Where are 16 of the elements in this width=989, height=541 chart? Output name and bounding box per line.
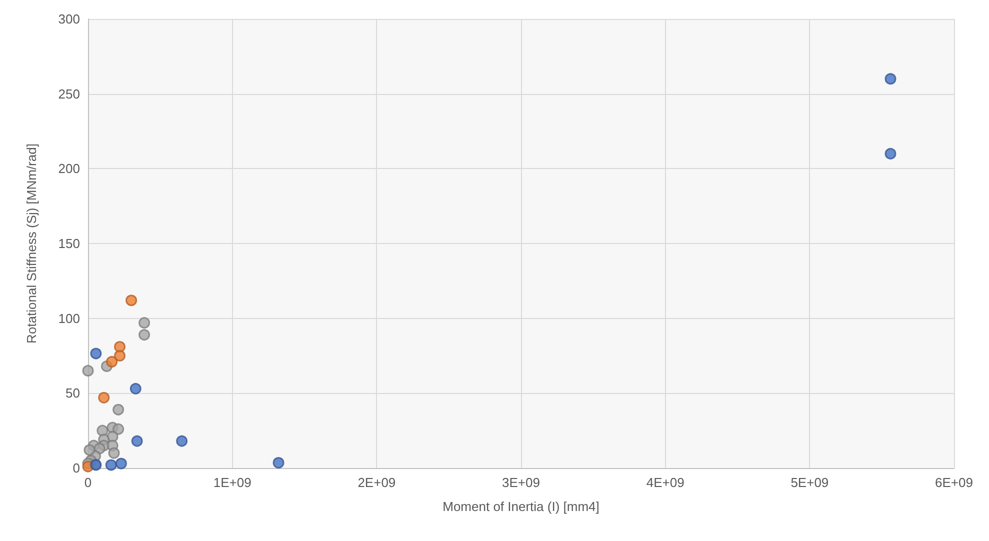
y-tick-label: 250 [58, 86, 80, 102]
x-tick-label: 0 [84, 475, 92, 490]
y-tick-label: 150 [58, 236, 80, 251]
x-tick-label: 1E+09 [213, 475, 252, 490]
y-tick-label: 300 [58, 12, 80, 26]
x-tick-label: 4E+09 [646, 475, 684, 490]
y-axis-title: Rotational Stiffness (Sj) [MNm/rad] [24, 144, 39, 344]
y-tick-label: 50 [66, 386, 80, 401]
x-axis-title: Moment of Inertia (I) [mm4] [442, 499, 600, 514]
y-tick-label: 0 [72, 460, 80, 476]
x-tick-label: 3E+09 [502, 475, 540, 490]
x-tick-label: 2E+09 [358, 475, 396, 490]
x-tick-label: 5E+09 [790, 475, 829, 490]
y-tick-label: 100 [58, 310, 80, 326]
y-tick-label: 200 [58, 161, 80, 176]
x-tick-label: 6E+09 [935, 475, 973, 490]
